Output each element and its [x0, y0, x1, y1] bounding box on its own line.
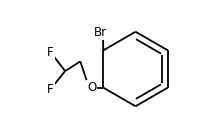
- Text: Br: Br: [94, 26, 107, 39]
- Text: F: F: [47, 46, 54, 59]
- Text: F: F: [47, 83, 54, 95]
- Text: O: O: [87, 81, 96, 94]
